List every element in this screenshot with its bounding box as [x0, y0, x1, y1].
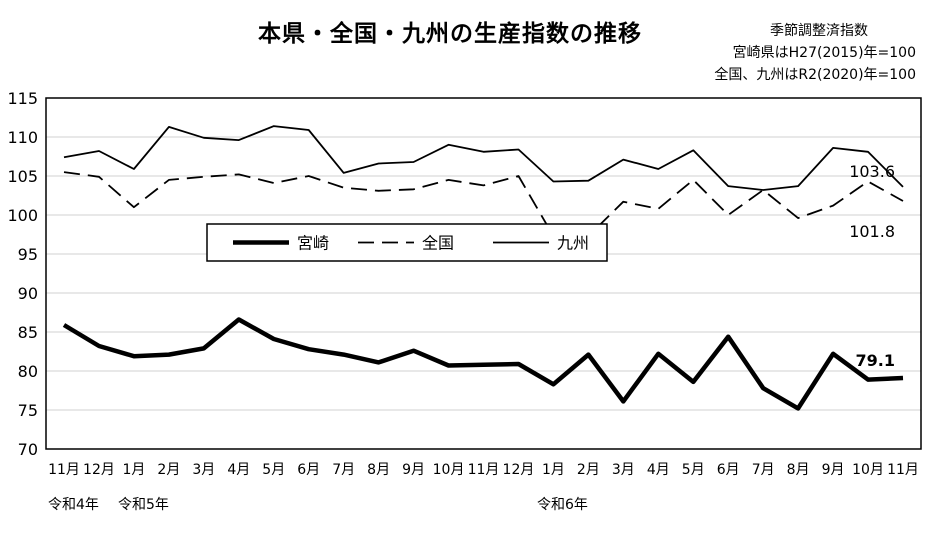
x-tick-label-7: 6月	[297, 462, 320, 478]
y-tick-label-110: 110	[7, 128, 38, 147]
series-line-kyushu	[63, 125, 904, 191]
x-tick-label-0: 11月	[48, 462, 80, 478]
y-tick-label-95: 95	[18, 245, 38, 264]
note-miyazaki-base-year: 宮崎県はH27(2015)年=100	[732, 45, 916, 61]
era-label-r4: 令和4年	[48, 497, 99, 513]
x-tick-label-2: 1月	[122, 462, 145, 478]
x-tick-label-9: 8月	[367, 462, 390, 478]
chart-title: 本県・全国・九州の生産指数の推移	[258, 21, 642, 47]
x-tick-label-15: 2月	[577, 462, 600, 478]
x-tick-label-17: 4月	[647, 462, 670, 478]
y-tick-label-90: 90	[18, 284, 38, 303]
x-tick-label-10: 9月	[402, 462, 425, 478]
end-label-national: 101.8	[849, 222, 895, 241]
x-tick-label-1: 12月	[83, 462, 115, 478]
x-tick-label-6: 5月	[262, 462, 285, 478]
x-tick-label-4: 3月	[192, 462, 215, 478]
x-tick-label-21: 8月	[787, 462, 810, 478]
legend-label-kyushu: 九州	[557, 234, 589, 253]
y-tick-label-85: 85	[18, 323, 38, 342]
series-line-miyazaki	[62, 317, 904, 411]
x-tick-label-23: 10月	[852, 462, 884, 478]
x-tick-label-11: 10月	[433, 462, 465, 478]
x-tick-label-16: 3月	[612, 462, 635, 478]
series-line-national	[63, 171, 904, 238]
era-label-r5: 令和5年	[118, 497, 169, 513]
x-tick-label-8: 7月	[332, 462, 355, 478]
y-tick-label-80: 80	[18, 362, 38, 381]
y-tick-label-100: 100	[7, 206, 38, 225]
y-tick-label-105: 105	[7, 167, 38, 186]
plot-area-frame	[45, 97, 922, 450]
era-label-r6: 令和6年	[537, 497, 588, 513]
x-tick-label-13: 12月	[503, 462, 535, 478]
end-label-miyazaki: 79.1	[856, 351, 895, 370]
note-national-kyushu-base-year: 全国、九州はR2(2020)年=100	[714, 67, 916, 83]
note-seasonal-adjustment: 季節調整済指数	[770, 23, 868, 39]
y-tick-label-75: 75	[18, 401, 38, 420]
x-tick-label-19: 6月	[717, 462, 740, 478]
y-tick-label-115: 115	[7, 89, 38, 108]
x-tick-label-22: 9月	[822, 462, 845, 478]
x-tick-label-20: 7月	[752, 462, 775, 478]
x-tick-label-3: 2月	[157, 462, 180, 478]
x-tick-label-18: 5月	[682, 462, 705, 478]
legend-label-national: 全国	[422, 234, 454, 253]
legend-label-miyazaki: 宮崎	[297, 234, 329, 253]
x-tick-label-14: 1月	[542, 462, 565, 478]
x-tick-label-5: 4月	[227, 462, 250, 478]
end-label-kyushu: 103.6	[849, 162, 895, 181]
x-tick-label-24: 11月	[887, 462, 919, 478]
y-tick-label-70: 70	[18, 440, 38, 459]
x-tick-label-12: 11月	[468, 462, 500, 478]
